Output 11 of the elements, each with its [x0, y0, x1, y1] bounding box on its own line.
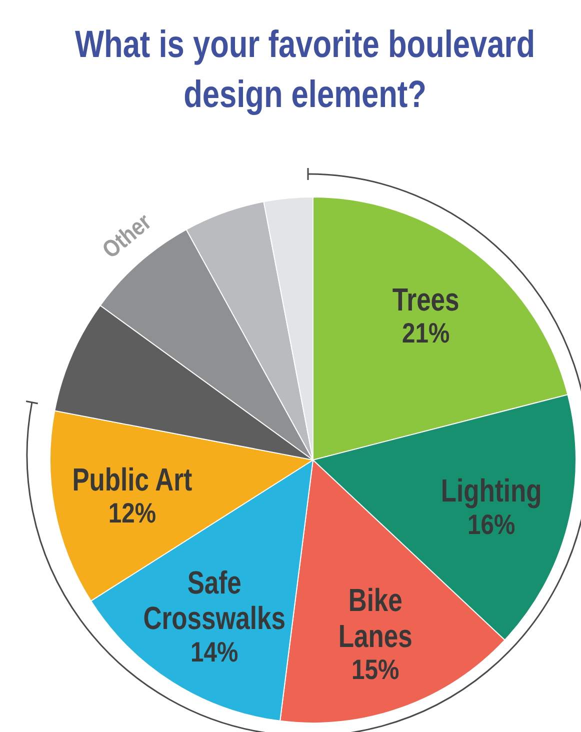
slice-label: Bike Lanes — [338, 584, 412, 655]
slice-label: Public Art — [72, 462, 192, 498]
chart-title: What is your favorite boulevard design element? — [74, 23, 536, 118]
data-label: 21% — [402, 316, 450, 349]
slice-label: Lighting — [440, 474, 542, 510]
data-label: 16% — [468, 508, 516, 540]
data-label: 14% — [190, 636, 238, 668]
data-label: 12% — [108, 496, 156, 529]
slice-label: Trees — [392, 282, 460, 318]
data-label: 15% — [352, 653, 400, 686]
slice-label: Safe Crosswalks — [143, 566, 286, 637]
